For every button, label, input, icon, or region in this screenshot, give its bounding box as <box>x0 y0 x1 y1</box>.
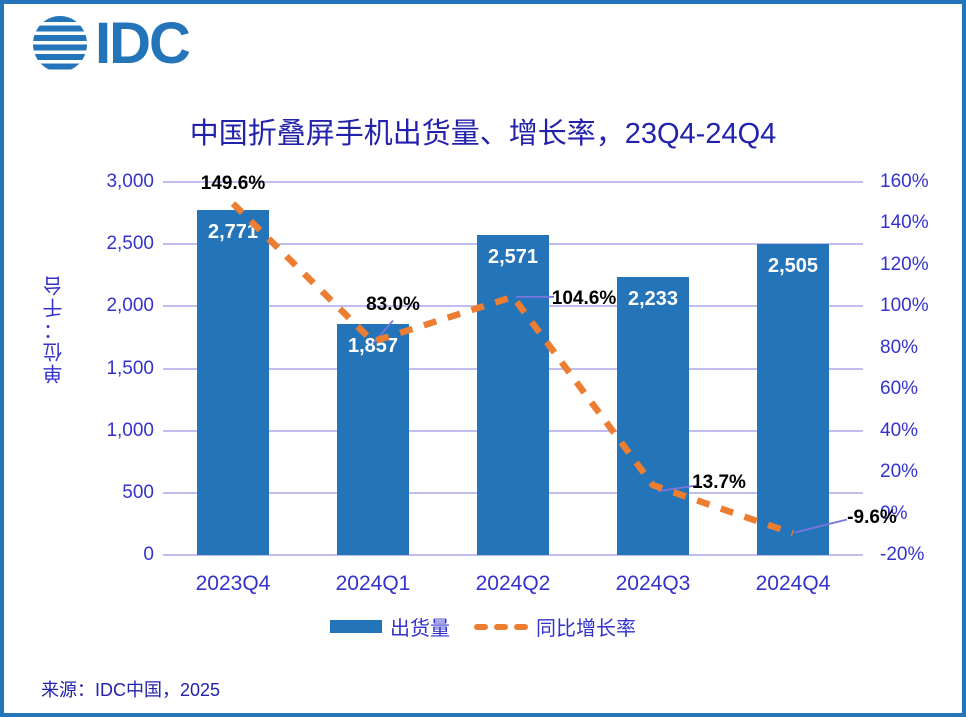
bar-2023Q4: 2,771 <box>197 210 269 555</box>
bar-2024Q2: 2,571 <box>477 235 549 555</box>
legend-item-growth-rate: 同比增长率 <box>474 612 636 641</box>
gridline <box>163 181 863 183</box>
y2-axis-tick-label: 160% <box>880 171 929 192</box>
y-axis-tick-label: 0 <box>143 544 154 565</box>
y2-axis-tick-label: 40% <box>880 419 919 441</box>
bar-2024Q4: 2,505 <box>757 243 829 555</box>
y-axis-tick-label: 1,000 <box>106 419 154 441</box>
bar-value-label: 2,505 <box>767 254 819 277</box>
bar-value-label: 2,571 <box>487 246 539 269</box>
growth-value-label: 104.6% <box>551 287 617 309</box>
y-axis-tick-label: 500 <box>122 481 154 503</box>
bar-value-label: 2,233 <box>627 288 679 311</box>
growth-value-label: 13.7% <box>692 472 746 494</box>
y2-axis-tick-label: 140% <box>880 212 929 234</box>
legend-dashed-line-swatch-icon <box>474 623 528 630</box>
idc-logo-text: IDC <box>95 11 191 76</box>
y2-axis-tick-label: 0% <box>880 502 908 524</box>
chart-title: 中国折叠屏手机出货量、增长率，23Q4-24Q4 <box>189 118 777 150</box>
x-axis-category-label: 2024Q4 <box>755 572 831 595</box>
y2-axis-tick-label: 100% <box>880 295 929 317</box>
x-axis-category-label: 2024Q2 <box>475 572 551 595</box>
growth-value-label: -9.6% <box>847 507 897 529</box>
legend: 出货量 同比增长率 <box>4 612 962 641</box>
idc-logo: IDC <box>33 11 191 76</box>
legend-item-shipments: 出货量 <box>330 612 450 641</box>
y2-axis-tick-label: 80% <box>880 336 919 358</box>
legend-label: 出货量 <box>390 618 450 640</box>
x-axis-category-label: 2023Q4 <box>195 572 271 595</box>
y2-axis-tick-label: -20% <box>880 544 925 565</box>
bar-2024Q1: 1,857 <box>337 324 409 555</box>
growth-value-label: 83.0% <box>366 293 420 315</box>
growth-value-label: 149.6% <box>200 172 266 194</box>
gridline <box>163 554 863 556</box>
y-axis-tick-label: 3,000 <box>106 171 154 192</box>
y-axis-tick-label: 2,500 <box>106 233 154 255</box>
source-note: 来源：IDC中国，2025 <box>41 680 221 700</box>
legend-bar-swatch-icon <box>330 620 382 633</box>
x-axis-category-label: 2024Q1 <box>335 572 411 595</box>
x-axis-category-label: 2024Q3 <box>615 572 691 595</box>
bar-value-label: 2,771 <box>207 221 259 244</box>
idc-globe-icon <box>33 16 87 72</box>
y-axis-tick-label: 2,000 <box>106 295 154 317</box>
legend-label: 同比增长率 <box>536 618 636 640</box>
y2-axis-tick-label: 20% <box>880 461 919 483</box>
bar-2024Q3: 2,233 <box>617 277 689 555</box>
bar-value-label: 1,857 <box>347 335 399 358</box>
y-axis-tick-label: 1,500 <box>106 357 154 379</box>
y2-axis-tick-label: 60% <box>880 378 919 400</box>
y2-axis-tick-label: 120% <box>880 253 929 275</box>
